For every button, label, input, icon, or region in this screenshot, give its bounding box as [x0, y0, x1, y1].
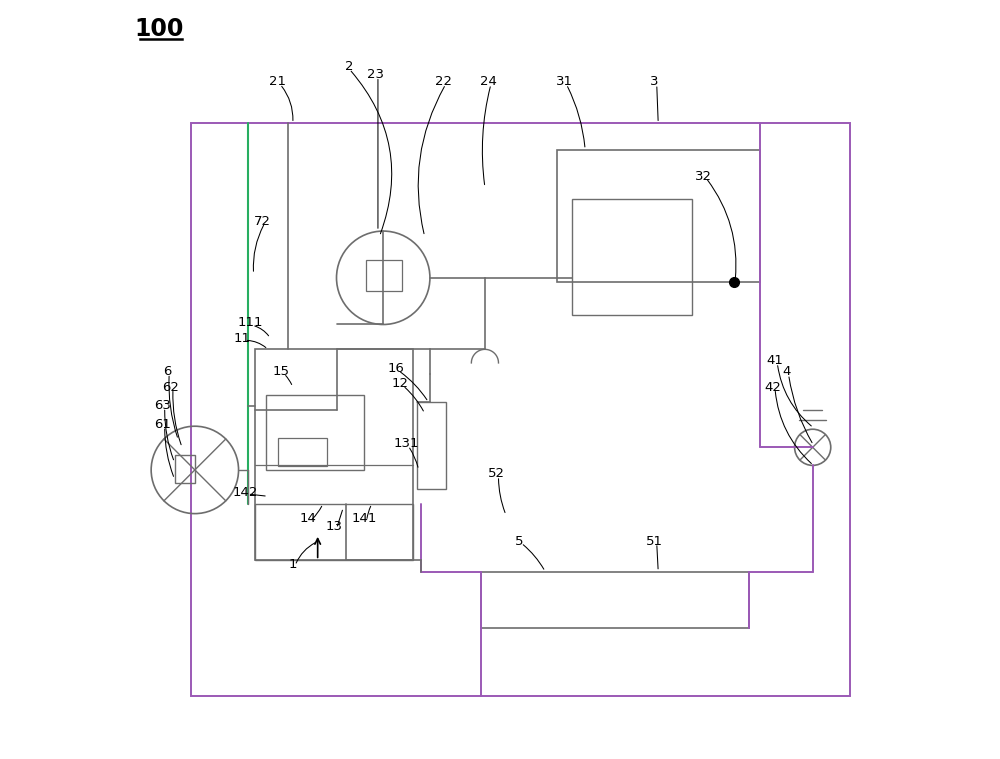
Bar — [175, 455, 195, 483]
Text: 16: 16 — [388, 362, 404, 375]
Text: 41: 41 — [767, 354, 783, 367]
Text: 24: 24 — [480, 75, 497, 88]
Bar — [417, 402, 446, 489]
Bar — [557, 150, 760, 282]
Text: 5: 5 — [515, 535, 523, 548]
Text: 63: 63 — [154, 399, 171, 412]
Text: 42: 42 — [764, 380, 781, 393]
Text: 111: 111 — [237, 317, 263, 329]
Text: 11: 11 — [234, 332, 251, 345]
Text: 32: 32 — [695, 169, 712, 183]
Bar — [255, 349, 413, 560]
Text: 15: 15 — [273, 366, 290, 379]
Text: 142: 142 — [233, 486, 258, 499]
Text: 52: 52 — [488, 468, 505, 480]
Bar — [191, 123, 850, 696]
Text: 12: 12 — [392, 376, 409, 390]
Text: 62: 62 — [162, 380, 179, 393]
Text: 14: 14 — [299, 512, 316, 525]
Bar — [572, 199, 692, 316]
Text: 72: 72 — [254, 215, 271, 228]
Text: 13: 13 — [326, 520, 343, 533]
Text: 51: 51 — [646, 535, 663, 548]
Text: 100: 100 — [135, 17, 184, 41]
Bar — [366, 260, 402, 291]
Text: 4: 4 — [782, 366, 790, 379]
Text: 22: 22 — [435, 75, 452, 88]
Text: 1: 1 — [289, 558, 297, 571]
Bar — [481, 572, 749, 628]
Bar — [255, 504, 413, 560]
Bar — [266, 395, 364, 470]
Text: 141: 141 — [352, 512, 377, 525]
Text: 3: 3 — [650, 75, 659, 88]
Text: 23: 23 — [367, 68, 384, 81]
Text: 6: 6 — [163, 366, 171, 379]
Text: 2: 2 — [345, 60, 354, 74]
Text: 61: 61 — [154, 418, 171, 431]
Text: 21: 21 — [269, 75, 286, 88]
Text: 31: 31 — [556, 75, 573, 88]
Bar — [278, 437, 327, 466]
Text: 131: 131 — [393, 437, 419, 450]
